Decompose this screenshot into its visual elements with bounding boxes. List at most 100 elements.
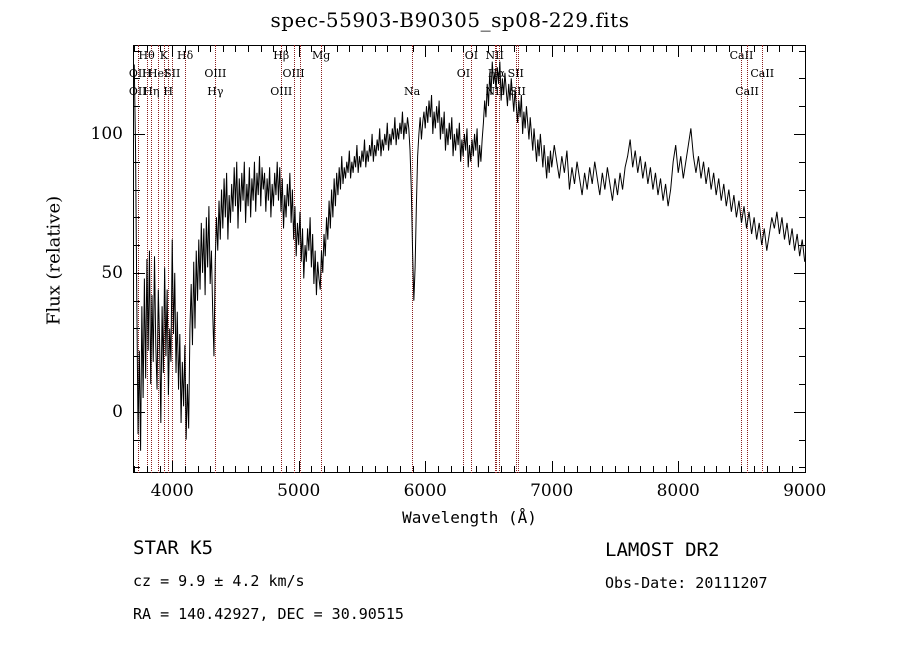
x-axis-title: Wavelength (Å)	[402, 508, 537, 527]
axis-tick	[361, 45, 363, 52]
axis-tick	[741, 466, 743, 473]
axis-tick	[286, 45, 288, 52]
line-marker-vertical	[762, 45, 764, 473]
axis-tick	[577, 45, 579, 52]
axis-tick	[577, 466, 579, 473]
spectral-line-label: SII	[509, 85, 526, 98]
spectral-line-label: H	[163, 85, 173, 98]
axis-tick	[134, 45, 136, 52]
axis-tick	[184, 45, 186, 52]
axis-tick	[652, 45, 654, 52]
line-marker-vertical	[515, 45, 517, 473]
footer-survey-name: LAMOST DR2	[605, 539, 720, 561]
chart-frame	[133, 45, 806, 473]
axis-tick	[248, 466, 250, 473]
axis-tick	[133, 245, 140, 247]
axis-tick	[779, 466, 781, 473]
axis-tick	[387, 466, 389, 473]
axis-tick	[799, 189, 806, 191]
axis-tick	[614, 466, 616, 473]
axis-tick	[298, 461, 300, 473]
axis-tick	[501, 45, 503, 52]
axis-tick	[133, 439, 140, 441]
spectral-line-label: NII	[485, 49, 504, 62]
line-marker-vertical	[293, 45, 295, 473]
axis-tick	[133, 161, 140, 163]
axis-tick	[728, 45, 730, 52]
axis-tick	[311, 45, 313, 52]
axis-tick	[564, 466, 566, 473]
axis-tick	[488, 466, 490, 473]
axis-tick	[399, 45, 401, 52]
axis-tick	[678, 461, 680, 473]
axis-tick	[463, 466, 465, 473]
axis-tick	[450, 45, 452, 52]
axis-tick	[336, 466, 338, 473]
axis-tick	[134, 466, 136, 473]
axis-tick	[728, 466, 730, 473]
axis-tick	[374, 466, 376, 473]
line-marker-vertical	[215, 45, 217, 473]
axis-tick	[311, 466, 313, 473]
axis-tick	[133, 467, 140, 469]
spectral-line-label: Na	[403, 85, 421, 98]
footer-redshift-velocity: cz = 9.9 ± 4.2 km/s	[133, 572, 305, 590]
axis-tick	[399, 466, 401, 473]
axis-tick	[184, 466, 186, 473]
axis-tick	[222, 466, 224, 473]
axis-tick	[794, 272, 806, 274]
axis-tick	[361, 466, 363, 473]
axis-tick	[133, 356, 140, 358]
axis-tick	[794, 133, 806, 135]
axis-tick	[766, 45, 768, 52]
axis-tick	[589, 45, 591, 52]
x-axis-tick-label: 9000	[783, 481, 827, 501]
axis-tick	[589, 466, 591, 473]
spectral-line-label: OI	[464, 49, 479, 62]
line-marker-vertical	[496, 45, 498, 473]
spectral-line-label: Hγ	[207, 85, 224, 98]
axis-tick	[501, 466, 503, 473]
axis-tick	[741, 45, 743, 52]
line-marker-vertical	[463, 45, 465, 473]
axis-tick	[286, 466, 288, 473]
spectrum-trace	[133, 61, 806, 451]
axis-tick	[716, 45, 718, 52]
axis-tick	[133, 411, 145, 413]
axis-tick	[526, 466, 528, 473]
axis-tick	[133, 189, 140, 191]
axis-tick	[133, 384, 140, 386]
axis-tick	[235, 466, 237, 473]
line-marker-vertical	[517, 45, 519, 473]
axis-tick	[799, 467, 806, 469]
x-axis-tick-label: 8000	[656, 481, 700, 501]
line-marker-vertical	[163, 45, 165, 473]
axis-tick	[273, 466, 275, 473]
axis-tick	[298, 45, 300, 57]
spectral-line-label: Hη	[143, 85, 160, 98]
axis-tick	[146, 466, 148, 473]
spectrum-polyline	[133, 61, 806, 451]
axis-tick	[488, 45, 490, 52]
axis-tick	[779, 45, 781, 52]
spectral-line-label: OIII	[204, 67, 227, 80]
line-marker-vertical	[185, 45, 187, 473]
axis-tick	[425, 45, 427, 57]
line-marker-vertical	[299, 45, 301, 473]
line-marker-vertical	[151, 45, 153, 473]
axis-tick	[551, 461, 553, 473]
axis-tick	[627, 466, 629, 473]
axis-tick	[133, 78, 140, 80]
line-marker-vertical	[168, 45, 170, 473]
axis-tick	[766, 466, 768, 473]
axis-tick	[197, 466, 199, 473]
axis-tick	[716, 466, 718, 473]
axis-tick	[260, 466, 262, 473]
axis-tick	[425, 461, 427, 473]
axis-tick	[133, 106, 140, 108]
axis-tick	[652, 466, 654, 473]
y-axis-tick-label: 0	[112, 401, 123, 422]
line-marker-vertical	[471, 45, 473, 473]
axis-tick	[799, 439, 806, 441]
line-marker-vertical	[281, 45, 283, 473]
